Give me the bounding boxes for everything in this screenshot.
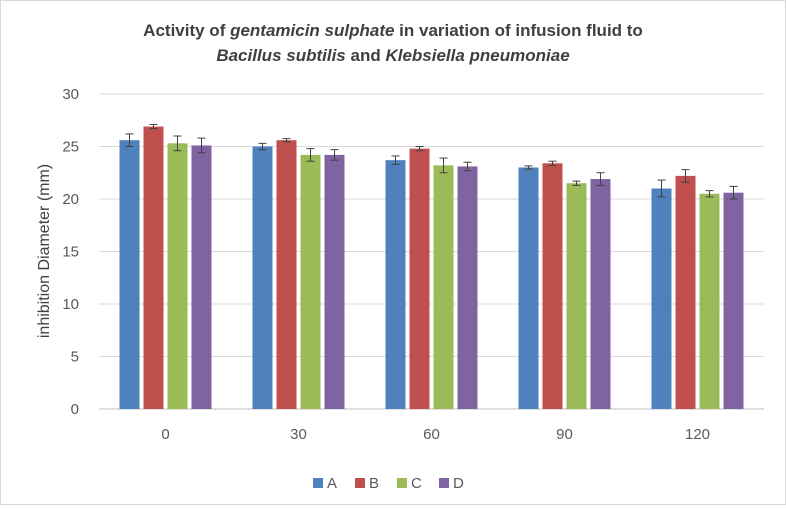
title-run: Activity of [143, 21, 230, 40]
error-bar-c-30 [306, 148, 315, 162]
bar-b-0 [143, 126, 164, 410]
bar-c-60 [433, 165, 454, 409]
y-tick-label: 15 [62, 244, 79, 261]
error-bar-c-60 [439, 157, 448, 174]
bar-b-120 [675, 175, 696, 409]
x-tick-label: 90 [556, 426, 573, 443]
title-run: and [346, 46, 386, 65]
y-tick-label: 25 [62, 139, 79, 156]
error-bar-a-30 [258, 142, 267, 151]
title-run: Klebsiella pneumoniae [385, 46, 569, 65]
bar-d-120 [723, 192, 744, 409]
y-tick-label: 0 [71, 401, 79, 418]
bar-d-0 [191, 145, 212, 409]
bar-b-30 [276, 140, 297, 409]
y-axis-ticks: 0 5 10 15 20 25 30 [62, 86, 79, 418]
error-bar-b-30 [282, 138, 291, 143]
x-tick-label: 0 [161, 426, 169, 443]
bar-b-60 [409, 148, 430, 409]
bar-a-90 [518, 167, 539, 409]
x-tick-label: 120 [685, 426, 710, 443]
error-bar-b-0 [149, 123, 158, 130]
y-tick-label: 10 [62, 296, 79, 313]
bar-d-30 [324, 154, 345, 409]
y-axis-label: inhibition Diameter (mm) [36, 164, 53, 338]
x-tick-label: 60 [423, 426, 440, 443]
error-bars-group [125, 123, 738, 200]
error-bar-a-120 [657, 179, 666, 198]
chart-title-line-2: Bacillus subtilis and Klebsiella pneumon… [216, 46, 569, 65]
title-run: gentamicin sulphate [229, 21, 394, 40]
y-tick-label: 5 [71, 349, 79, 366]
error-bar-a-0 [125, 133, 134, 147]
bar-a-0 [119, 140, 140, 409]
error-bar-b-120 [681, 169, 690, 183]
bar-b-90 [542, 163, 563, 409]
legend-swatch-d [439, 478, 449, 488]
bars-group [119, 126, 744, 410]
error-bar-d-60 [463, 161, 472, 172]
bar-c-30 [300, 154, 321, 409]
bar-c-0 [167, 143, 188, 409]
legend-label-c: C [411, 475, 422, 492]
error-bar-b-60 [415, 146, 424, 152]
chart-title-line-1: Activity of gentamicin sulphate in varia… [143, 21, 643, 40]
error-bar-d-0 [197, 137, 206, 154]
bar-c-90 [566, 183, 587, 409]
legend-label-b: B [369, 475, 379, 492]
legend-swatch-a [313, 478, 323, 488]
bar-a-30 [252, 146, 273, 409]
error-bar-d-120 [729, 185, 738, 200]
bar-a-120 [651, 188, 672, 409]
x-axis-ticks: 0 30 60 90 120 [161, 426, 710, 443]
error-bar-a-90 [524, 165, 533, 170]
legend-label-d: D [453, 475, 464, 492]
error-bar-d-90 [596, 172, 605, 186]
title-run: Bacillus subtilis [216, 46, 345, 65]
error-bar-c-90 [572, 180, 581, 186]
error-bar-a-60 [391, 155, 400, 165]
error-bar-d-30 [330, 149, 339, 161]
error-bar-b-90 [548, 160, 557, 166]
y-tick-label: 20 [62, 191, 79, 208]
y-tick-label: 30 [62, 86, 79, 103]
legend-swatch-c [397, 478, 407, 488]
legend-label-a: A [327, 475, 337, 492]
x-tick-label: 30 [290, 426, 307, 443]
title-run: in variation of infusion fluid to [394, 21, 642, 40]
legend: A B C D [313, 475, 464, 492]
bar-c-120 [699, 193, 720, 409]
bar-d-90 [590, 179, 611, 409]
legend-swatch-b [355, 478, 365, 488]
bar-d-60 [457, 166, 478, 409]
error-bar-c-120 [705, 190, 714, 198]
error-bar-c-0 [173, 135, 182, 152]
bar-a-60 [385, 160, 406, 409]
